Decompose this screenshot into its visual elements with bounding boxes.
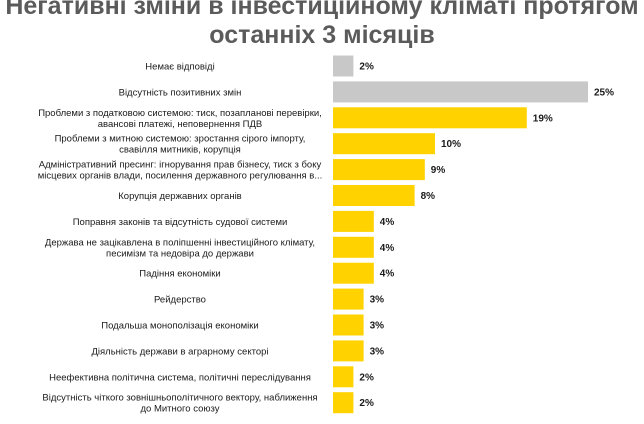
category-label-line: Падіння економіки (139, 269, 221, 280)
category-label-line: Держава не зацікавлена в поліпшенні інве… (45, 237, 315, 248)
category-label-12: Неефективна політична система, політичні… (49, 372, 311, 383)
bar-11 (333, 340, 364, 362)
value-label-5: 8% (421, 191, 436, 202)
category-label-line: Відсутність чіткого зовнішньополітичного… (42, 393, 317, 404)
chart-title: Негативні зміни в інвестиційному кліматі… (0, 0, 644, 50)
category-label-5: Корупція державних органів (118, 191, 241, 202)
value-label-7: 4% (380, 243, 395, 254)
category-label-7: Держава не зацікавлена в поліпшенні інве… (45, 237, 315, 259)
category-label-3: Проблеми з митною системою: зростання сі… (55, 134, 306, 156)
category-label-8: Падіння економіки (139, 269, 221, 280)
bar-5 (333, 185, 415, 206)
bar-10 (333, 314, 364, 336)
bar-4 (333, 159, 425, 181)
category-label-11: Діяльність держави в аграрному секторі (91, 346, 268, 357)
bar-8 (333, 262, 374, 284)
category-label-line: Відсутність позитивних змін (119, 87, 242, 98)
value-label-12: 2% (359, 372, 374, 383)
category-label-line: авансові платежі, неповернення ПДВ (98, 119, 263, 130)
category-label-line: Проблеми з податковою системою: тиск, по… (38, 108, 322, 119)
category-label-line: песимізм та недовіра до держави (106, 248, 254, 259)
bar-1 (333, 81, 588, 103)
category-label-2: Проблеми з податковою системою: тиск, по… (38, 108, 322, 130)
bar-9 (333, 288, 364, 310)
category-label-line: Адміністративний пресинг: ігнорування пр… (39, 160, 322, 171)
category-label-13: Відсутність чіткого зовнішньополітичного… (42, 393, 317, 415)
bars-layer (333, 55, 588, 414)
category-label-line: місцевих органів влади, посилення держав… (38, 171, 323, 182)
bar-12 (333, 366, 354, 388)
value-label-9: 3% (370, 295, 385, 306)
category-label-line: Проблеми з митною системою: зростання сі… (55, 134, 306, 145)
category-label-1: Відсутність позитивних змін (119, 87, 242, 98)
bar-13 (333, 392, 354, 414)
value-label-1: 25% (594, 87, 614, 98)
bar-0 (333, 55, 354, 77)
value-label-0: 2% (359, 62, 374, 73)
value-label-10: 3% (370, 321, 385, 332)
bar-7 (333, 236, 374, 258)
value-label-3: 10% (441, 139, 461, 150)
category-label-line: до Митного союзу (140, 404, 219, 415)
category-label-line: Подальша монополізація економіки (101, 321, 258, 332)
value-label-13: 2% (359, 398, 374, 409)
value-label-11: 3% (370, 346, 385, 357)
category-label-line: Неефективна політична система, політичні… (49, 372, 311, 383)
category-label-6: Поправня законів та відсутність судової … (73, 217, 288, 228)
chart-title-line-2: останніх 3 місяців (209, 21, 435, 49)
category-label-line: Рейдерство (154, 295, 206, 306)
bar-6 (333, 210, 374, 232)
category-label-line: Діяльність держави в аграрному секторі (91, 346, 268, 357)
category-label-line: Поправня законів та відсутність судової … (73, 217, 288, 228)
category-label-line: свавілля митників, корупція (119, 145, 241, 156)
category-label-4: Адміністративний пресинг: ігнорування пр… (38, 160, 323, 182)
labels-layer: 2% Немає відповіді 25% Відсутність позитивн… (38, 62, 614, 415)
category-label-10: Подальша монополізація економіки (101, 321, 258, 332)
value-label-8: 4% (380, 269, 395, 280)
category-label-9: Рейдерство (154, 295, 206, 306)
bar-2 (333, 107, 527, 129)
value-label-4: 9% (431, 165, 446, 176)
category-label-line: Корупція державних органів (118, 191, 241, 202)
category-label-0: Немає відповіді (145, 62, 214, 73)
category-label-line: Немає відповіді (145, 62, 214, 73)
chart-title-line-1: Негативні зміни в інвестиційному кліматі… (5, 0, 639, 20)
value-label-2: 19% (533, 113, 553, 124)
bar-3 (333, 133, 435, 155)
value-label-6: 4% (380, 217, 395, 228)
